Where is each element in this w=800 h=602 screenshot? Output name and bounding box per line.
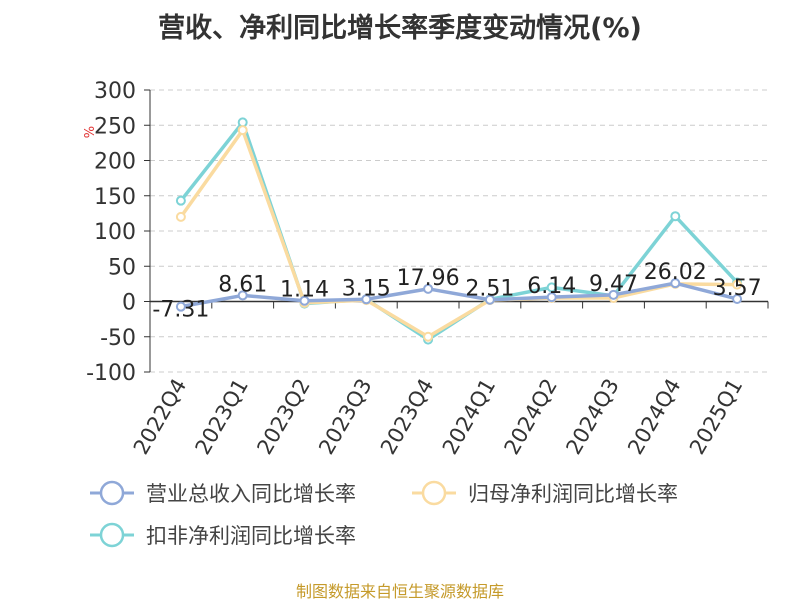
legend-label: 扣非净利润同比增长率 — [146, 524, 356, 548]
data-label: 17.96 — [397, 266, 460, 291]
x-tick-label: 2025Q1 — [685, 375, 747, 459]
data-label: 6.14 — [527, 274, 576, 299]
x-tick-label: 2023Q4 — [376, 374, 438, 458]
data-point — [608, 289, 619, 300]
legend-item[interactable]: 营业总收入同比增长率 — [88, 474, 356, 512]
data-label: 8.61 — [218, 272, 267, 297]
x-tick-label: 2023Q1 — [191, 375, 253, 459]
x-tick-label: 2023Q2 — [252, 375, 314, 459]
y-tick-label: 300 — [94, 79, 136, 104]
x-tick-label: 2024Q4 — [623, 375, 685, 459]
data-label: 3.15 — [342, 276, 391, 301]
data-point — [423, 283, 434, 294]
legend-swatch-marker — [99, 522, 125, 548]
legend-item[interactable]: 归母净利润同比增长率 — [410, 474, 678, 512]
legend-label: 归母净利润同比增长率 — [468, 482, 678, 506]
data-point — [484, 294, 495, 305]
y-tick-label: -50 — [100, 326, 136, 351]
x-tick-label: 2022Q4 — [129, 375, 191, 459]
data-point — [732, 293, 743, 304]
data-labels: -7.31 8.61 1.14 3.15 17.96 2.51 6.14 9.47 26.023… — [152, 260, 761, 322]
data-point — [423, 331, 434, 342]
data-label: 1.14 — [280, 278, 329, 303]
data-point — [361, 294, 372, 305]
x-tick-label: 2024Q1 — [438, 375, 500, 459]
series-line-1 — [179, 128, 738, 339]
data-label: 26.02 — [644, 260, 707, 285]
data-point — [175, 195, 186, 206]
data-point — [546, 292, 557, 303]
y-axis-label: % — [83, 126, 98, 138]
y-tick-label: 250 — [94, 114, 136, 139]
data-point — [670, 278, 681, 289]
data-label: 2.51 — [465, 277, 514, 302]
data-point — [732, 279, 743, 290]
x-tick-label: 2023Q3 — [314, 375, 376, 459]
y-tick-label: 50 — [108, 255, 136, 280]
data-label: 3.57 — [713, 276, 762, 301]
data-point — [237, 290, 248, 301]
y-tick-label: 150 — [94, 185, 136, 210]
y-tick-label: 0 — [122, 291, 136, 316]
legend-swatch — [90, 480, 134, 506]
y-tick-label: 100 — [94, 220, 136, 245]
x-tick-label: 2024Q2 — [500, 375, 562, 459]
source-note: 制图数据来自恒生聚源数据库 — [295, 582, 504, 601]
legend-swatch-marker — [421, 480, 447, 506]
legend-swatch — [412, 480, 456, 506]
y-tick-label: -100 — [86, 361, 136, 386]
data-point — [175, 301, 186, 312]
data-label: -7.31 — [152, 298, 209, 323]
legend-item[interactable]: 扣非净利润同比增长率 — [88, 516, 356, 554]
gridlines — [150, 89, 768, 373]
data-point — [299, 295, 310, 306]
data-point — [546, 282, 557, 293]
data-point — [670, 211, 681, 222]
data-label: 9.47 — [589, 272, 638, 297]
data-point — [237, 125, 248, 136]
chart-title: 营收、净利同比增长率季度变动情况(%) — [158, 13, 642, 44]
data-point — [175, 211, 186, 222]
legend-swatch-marker — [99, 480, 125, 506]
y-tick-label: 200 — [94, 150, 136, 175]
legend-label: 营业总收入同比增长率 — [146, 482, 356, 506]
series-line-0 — [180, 281, 738, 309]
x-tick-label: 2024Q3 — [561, 375, 623, 459]
legend-swatch — [90, 522, 134, 548]
series-lines — [175, 117, 743, 345]
